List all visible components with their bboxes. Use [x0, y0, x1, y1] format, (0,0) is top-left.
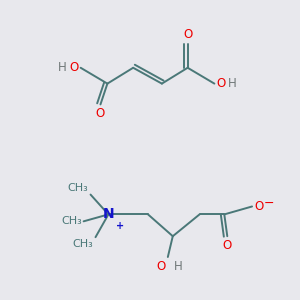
Text: −: − [264, 197, 274, 210]
Text: CH₃: CH₃ [73, 239, 94, 249]
Text: O: O [157, 260, 166, 273]
Text: O: O [183, 28, 192, 41]
Text: O: O [69, 61, 79, 74]
Text: O: O [254, 200, 263, 213]
Text: H: H [174, 260, 182, 273]
Text: O: O [216, 77, 226, 90]
Text: N: N [103, 207, 114, 221]
Text: O: O [96, 107, 105, 120]
Text: H: H [228, 77, 237, 90]
Text: +: + [116, 221, 124, 231]
Text: H: H [58, 61, 67, 74]
Text: O: O [223, 239, 232, 252]
Text: CH₃: CH₃ [68, 183, 88, 193]
Text: CH₃: CH₃ [61, 216, 82, 226]
